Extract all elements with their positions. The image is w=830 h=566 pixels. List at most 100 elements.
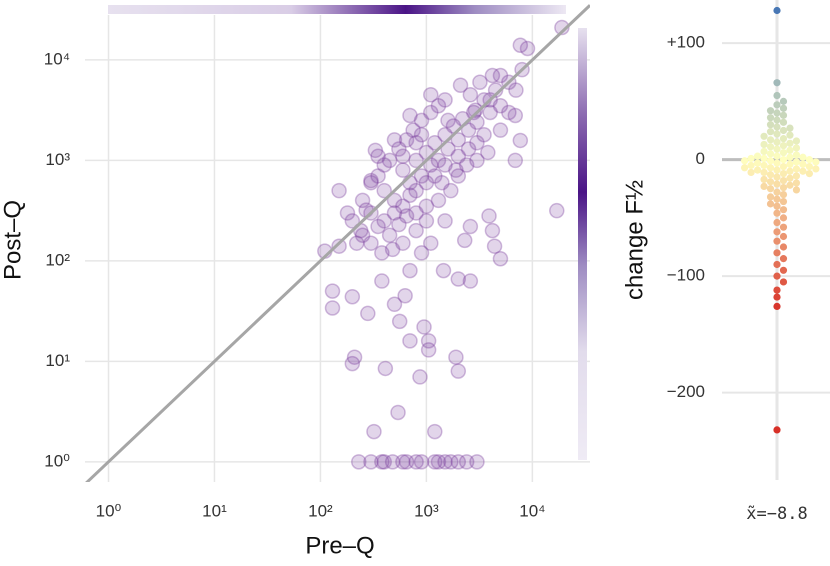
point	[402, 262, 418, 279]
point	[376, 454, 392, 470]
point	[773, 166, 781, 174]
point	[427, 134, 443, 151]
point	[779, 176, 788, 185]
point	[773, 145, 781, 153]
point	[766, 114, 775, 122]
point	[434, 174, 450, 191]
point	[773, 79, 781, 87]
point	[786, 139, 794, 147]
point	[779, 232, 788, 241]
point	[462, 273, 479, 289]
point	[413, 454, 430, 470]
point	[450, 168, 467, 184]
point	[799, 153, 807, 161]
point	[773, 302, 781, 311]
point	[779, 135, 788, 143]
point	[481, 208, 497, 224]
point	[766, 178, 775, 186]
point	[469, 134, 485, 151]
point	[492, 97, 509, 114]
point	[386, 296, 403, 313]
point	[367, 142, 384, 159]
point	[354, 192, 371, 209]
point	[773, 218, 781, 227]
point	[766, 150, 775, 158]
point	[773, 180, 781, 188]
point	[792, 158, 801, 166]
y-tick-label: 10⁴	[44, 49, 70, 68]
point	[773, 272, 781, 280]
point	[480, 144, 496, 161]
point	[469, 152, 485, 169]
point	[773, 286, 781, 294]
point	[766, 171, 775, 179]
swarm-panel: +100 0 −100 −200	[667, 0, 830, 480]
point	[773, 116, 781, 124]
point	[437, 92, 453, 108]
point	[773, 109, 781, 117]
point	[779, 255, 788, 263]
point	[779, 104, 788, 112]
y-tick-label: 10⁰	[44, 451, 70, 470]
point	[450, 148, 467, 164]
point	[418, 174, 435, 191]
point	[766, 136, 775, 144]
point	[773, 152, 781, 160]
point	[773, 130, 781, 138]
point	[799, 160, 807, 168]
point	[395, 148, 411, 164]
point	[460, 122, 477, 138]
point	[408, 222, 424, 239]
point	[773, 249, 781, 257]
point	[773, 173, 781, 181]
y-tick-label: −200	[667, 382, 705, 401]
point	[492, 67, 509, 84]
identity-line	[85, 4, 590, 482]
point	[462, 87, 479, 103]
point	[358, 202, 374, 218]
point	[501, 104, 517, 121]
point	[398, 132, 415, 148]
point	[344, 213, 361, 229]
point	[450, 363, 467, 379]
point	[351, 454, 367, 470]
point	[519, 40, 536, 57]
point	[386, 205, 403, 221]
point	[747, 161, 755, 170]
point	[766, 128, 775, 136]
y-axis-label: change F½	[621, 180, 648, 300]
point	[363, 172, 379, 189]
point	[779, 156, 788, 164]
point	[381, 152, 398, 169]
point	[395, 454, 411, 470]
point	[354, 227, 371, 243]
x-tick-label: 10⁰	[96, 501, 122, 520]
point	[779, 118, 788, 126]
point	[766, 185, 775, 193]
point	[786, 146, 794, 154]
point	[363, 454, 379, 470]
point	[792, 144, 801, 152]
point	[760, 154, 768, 163]
point	[492, 122, 509, 138]
point	[413, 112, 430, 129]
y-marginal-density	[578, 28, 587, 460]
point	[779, 214, 788, 222]
point	[760, 140, 768, 149]
point	[773, 237, 781, 245]
point	[779, 266, 788, 274]
point	[339, 205, 356, 221]
point	[381, 227, 398, 243]
point	[374, 273, 390, 289]
point	[452, 77, 469, 93]
point	[427, 454, 443, 470]
point	[397, 287, 413, 304]
point	[779, 142, 788, 150]
point	[363, 235, 379, 251]
x-axis-label: Pre–Q	[305, 532, 374, 559]
point	[423, 235, 439, 251]
point	[344, 288, 361, 305]
point	[786, 131, 794, 139]
point	[386, 192, 403, 209]
point	[760, 132, 768, 140]
